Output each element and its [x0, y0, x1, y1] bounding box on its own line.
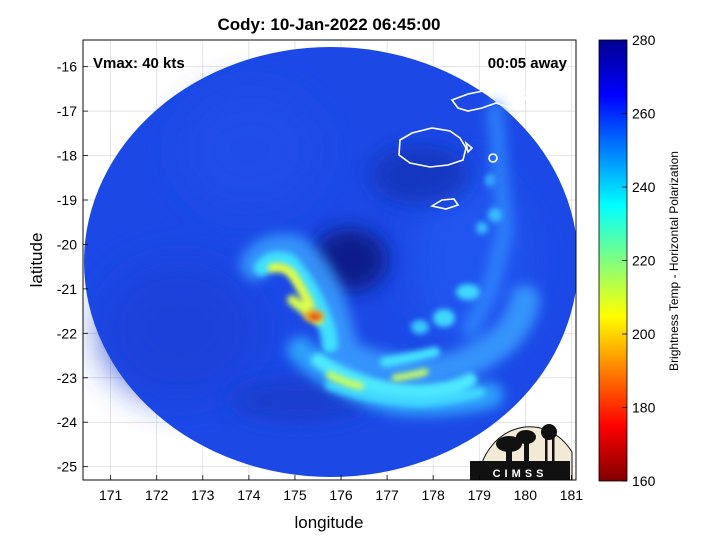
coastline-kadavu [429, 198, 460, 210]
y-tick-label: -22 [57, 325, 77, 341]
colorbar-tick-label: 260 [632, 106, 656, 122]
y-axis: -16 -17 -18 -19 -20 -21 -22 -23 -24 -25 [57, 59, 88, 475]
colorbar-tick-label: 180 [632, 400, 656, 416]
y-axis-label: latitude [27, 233, 46, 288]
colorbar-ticks: 280 260 240 220 200 180 160 [622, 32, 656, 489]
x-axis-label: longitude [294, 513, 363, 532]
colorbar-tick-label: 200 [632, 326, 656, 342]
plot-frame [82, 39, 577, 481]
x-tick-label: 179 [468, 487, 492, 503]
logo-text: CIMSS [493, 468, 548, 480]
y-tick-label: -24 [57, 414, 77, 430]
coastline-vanua-levu [450, 78, 530, 112]
x-tick-label: 178 [421, 487, 445, 503]
y-tick-label: -21 [57, 281, 77, 297]
x-axis: 171 172 173 174 175 176 177 178 179 180 181 [99, 475, 583, 503]
y-tick-label: -19 [57, 192, 77, 208]
chart-title: Cody: 10-Jan-2022 06:45:00 [217, 15, 440, 34]
y-tick-label: -25 [57, 459, 77, 475]
colorbar-tick-label: 240 [632, 179, 656, 195]
y-tick-label: -20 [57, 236, 77, 252]
coastline-viti-levu [398, 127, 467, 168]
vmax-label: Vmax: 40 kts [93, 55, 185, 72]
colorbar-tick-label: 280 [632, 32, 656, 48]
y-tick-label: -23 [57, 370, 77, 386]
x-tick-label: 171 [99, 487, 123, 503]
x-tick-label: 180 [514, 487, 538, 503]
x-tick-label: 181 [560, 487, 584, 503]
x-tick-label: 172 [145, 487, 169, 503]
colorbar-tick-label: 160 [632, 473, 656, 489]
y-tick-label: -16 [57, 59, 77, 75]
y-tick-label: -18 [57, 148, 77, 164]
coastline-islet [488, 153, 498, 163]
swath-imagery [84, 47, 576, 477]
x-tick-label: 175 [283, 487, 307, 503]
x-tick-label: 176 [329, 487, 353, 503]
x-tick-label: 173 [191, 487, 215, 503]
colorbar-label: Brightness Temp - Horizontal Polarizatio… [667, 151, 681, 371]
time-away-label: 00:05 away [488, 55, 568, 72]
x-tick-label: 174 [237, 487, 261, 503]
coastlines [398, 78, 530, 210]
cimss-logo: CIMSS [470, 424, 573, 481]
x-tick-label: 177 [375, 487, 399, 503]
colorbar-tick-label: 220 [632, 253, 656, 269]
y-tick-label: -17 [57, 103, 77, 119]
